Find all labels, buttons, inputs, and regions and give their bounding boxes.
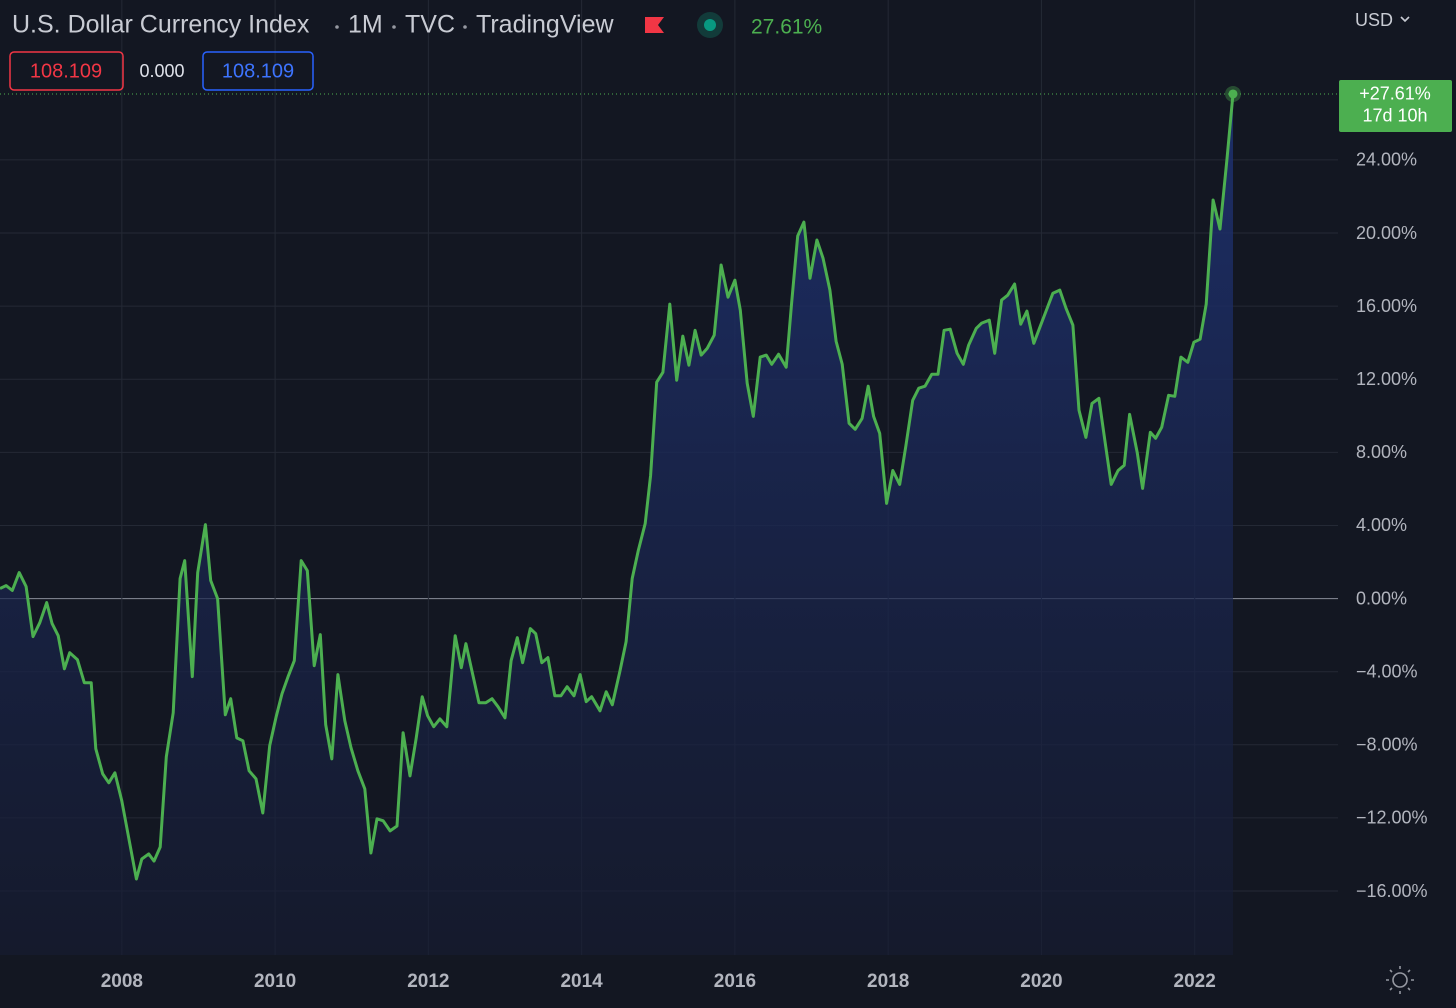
spread-value: 0.000 <box>139 61 184 81</box>
x-tick-label: 2016 <box>714 971 756 992</box>
status-dot <box>704 19 716 31</box>
y-tick-label: 0.00% <box>1356 588 1407 608</box>
area-fill <box>0 93 1234 955</box>
last-point <box>1228 89 1238 99</box>
price-line <box>0 93 1235 881</box>
y-tick-label: −4.00% <box>1356 661 1418 681</box>
open-box <box>9 51 124 91</box>
axes: 24.00% 20.00% 16.00% 12.00% 8.00% 4.00% 0.00% −… <box>101 79 1452 992</box>
exchange: TVC <box>405 11 455 39</box>
chevron[interactable] <box>1400 16 1410 23</box>
source: TradingView <box>476 11 615 39</box>
countdown-label: 17d 10h <box>1362 106 1427 126</box>
y-tick-label: −12.00% <box>1356 808 1428 828</box>
y-tick-label: −8.00% <box>1356 735 1418 755</box>
last-price-box <box>1339 79 1452 132</box>
y-tick-label: 8.00% <box>1356 442 1407 462</box>
interval[interactable]: 1M <box>348 11 383 39</box>
x-tick-label: 2018 <box>867 971 909 992</box>
y-tick-label: 16.00% <box>1356 296 1417 316</box>
currency-selector[interactable]: USD <box>1355 10 1393 30</box>
y-tick-label: 12.00% <box>1356 369 1417 389</box>
last-price-label: +27.61% <box>1359 84 1431 104</box>
open-value: 108.109 <box>30 60 102 82</box>
settings-icon[interactable] <box>1386 966 1414 994</box>
x-tick-label: 2020 <box>1020 971 1062 992</box>
close-box <box>202 51 314 91</box>
x-tick-label: 2008 <box>101 971 143 992</box>
plot <box>0 85 1338 955</box>
symbol-title: U.S. Dollar Currency Index <box>12 11 310 39</box>
y-tick-label: 24.00% <box>1356 150 1417 170</box>
x-tick-label: 2010 <box>254 971 296 992</box>
separator <box>335 25 339 29</box>
y-tick-label: 20.00% <box>1356 223 1417 243</box>
separator <box>392 25 396 29</box>
close-value: 108.109 <box>222 60 294 82</box>
x-tick-label: 2022 <box>1174 971 1216 992</box>
y-tick-label: −16.00% <box>1356 881 1428 901</box>
x-tick-label: 2014 <box>560 971 603 992</box>
x-tick-label: 2012 <box>407 971 449 992</box>
change-value: 27.61% <box>751 16 822 39</box>
y-tick-label: 4.00% <box>1356 515 1407 535</box>
flag-icon[interactable] <box>645 17 664 33</box>
separator <box>463 25 467 29</box>
